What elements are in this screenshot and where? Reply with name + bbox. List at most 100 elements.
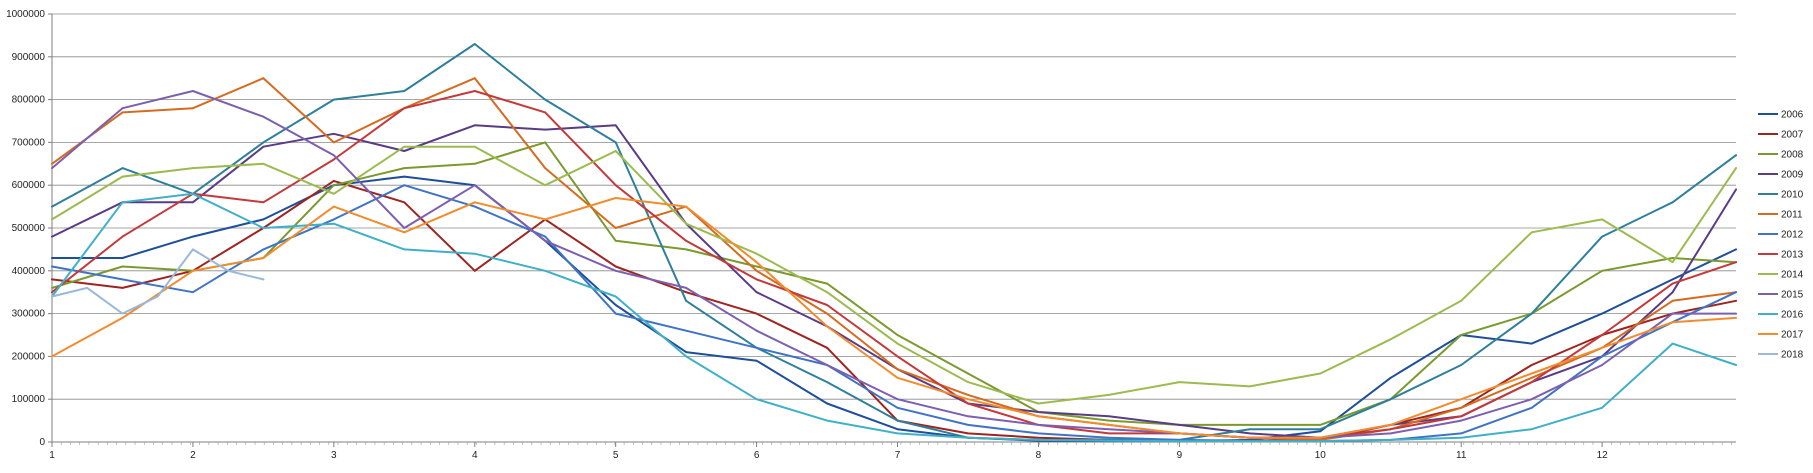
data-point-2017 [896,376,899,379]
data-point-2012 [1460,432,1463,435]
data-point-2012 [121,278,124,281]
data-point-2011 [1671,299,1674,302]
legend-label-2017: 2017 [1781,330,1804,341]
data-point-2013 [1530,381,1533,383]
data-point-2014 [192,167,194,170]
data-point-2011 [1460,406,1463,409]
data-point-2009 [614,124,617,127]
data-point-2013 [1735,261,1737,264]
data-point-2014 [614,150,617,152]
data-point-2010 [332,98,335,101]
data-point-2006 [1671,278,1674,281]
data-point-2015 [1735,312,1737,315]
data-point-2008 [1319,424,1322,426]
data-point-2016 [967,436,969,439]
data-point-2015 [826,364,828,366]
x-tick-label: 9 [1177,450,1183,461]
data-point-2010 [896,419,899,422]
data-point-2018 [121,312,124,315]
data-point-2008 [614,239,617,242]
data-point-2016 [1671,342,1674,345]
data-point-2015 [544,239,547,242]
y-tick-label: 700000 [12,137,46,148]
data-point-2009 [544,128,547,131]
data-point-2012 [1037,432,1040,435]
legend-label-2009: 2009 [1781,170,1804,181]
data-point-2015 [1108,428,1110,431]
data-point-2010 [544,98,547,101]
data-point-2017 [403,231,406,234]
legend-label-2008: 2008 [1781,150,1804,161]
data-point-2013 [755,278,758,281]
data-point-2006 [1389,376,1392,379]
data-point-2009 [1671,291,1674,294]
data-point-2011 [967,394,969,396]
series-line-2008 [51,141,1737,426]
data-point-2011 [544,167,547,170]
data-point-2016 [332,222,335,225]
data-point-2012 [192,291,194,294]
legend-label-2010: 2010 [1781,190,1804,201]
data-point-2007 [755,312,758,315]
data-point-2010 [1389,398,1392,401]
data-point-2009 [403,150,406,152]
data-point-2017 [826,325,828,328]
data-point-2007 [685,291,687,294]
data-point-2017 [332,205,335,208]
data-point-2016 [1108,439,1110,442]
data-point-2009 [473,124,476,127]
data-point-2013 [614,184,617,187]
data-point-2016 [685,355,687,358]
legend-label-2016: 2016 [1781,310,1804,321]
data-point-2006 [614,304,617,306]
x-tick-label: 8 [1036,450,1042,461]
series-line-2017 [51,197,1737,439]
data-point-2017 [51,355,53,358]
data-point-2006 [896,428,899,431]
data-point-2015 [332,154,335,157]
data-point-2009 [262,145,265,148]
data-point-2017 [1735,317,1737,319]
data-point-2008 [1601,269,1603,272]
data-point-2007 [967,432,969,435]
data-point-2006 [192,235,194,238]
data-point-2015 [685,287,687,289]
data-point-2008 [896,334,899,336]
data-point-2011 [192,107,194,110]
data-point-2013 [262,201,265,204]
series-line-2012 [51,184,1737,443]
data-point-2017 [1530,372,1533,375]
data-point-2016 [1319,440,1322,442]
data-point-2018 [86,287,89,289]
data-point-2007 [121,287,124,289]
data-point-2014 [896,342,899,345]
data-point-2008 [826,282,828,285]
data-point-2007 [1735,299,1737,302]
data-point-2017 [755,261,758,264]
data-point-2009 [51,235,53,238]
data-point-2007 [1530,364,1533,366]
data-point-2014 [544,184,547,187]
data-point-2014 [685,222,687,225]
legend: 2006 2007 2008 2009 2010 2011 2012 2013 2014 2015… [1758,110,1804,361]
data-point-2006 [51,257,53,259]
data-point-2013 [1108,432,1110,435]
data-point-2012 [473,205,476,208]
data-point-2008 [1460,334,1463,336]
data-point-2017 [1108,424,1110,426]
data-point-2014 [1460,299,1463,302]
data-point-2008 [685,248,687,251]
data-point-2007 [1037,436,1040,439]
data-point-2008 [51,287,53,289]
data-point-2009 [1108,415,1110,418]
y-tick-label: 400000 [12,266,46,277]
data-point-2013 [1389,428,1392,431]
data-point-2012 [544,235,547,238]
data-point-2017 [262,257,265,259]
data-point-2014 [262,162,265,165]
data-point-2014 [1530,231,1533,234]
data-point-2010 [614,141,617,144]
data-point-2017 [544,218,547,221]
y-tick-label: 300000 [12,309,46,320]
data-point-2014 [967,381,969,383]
